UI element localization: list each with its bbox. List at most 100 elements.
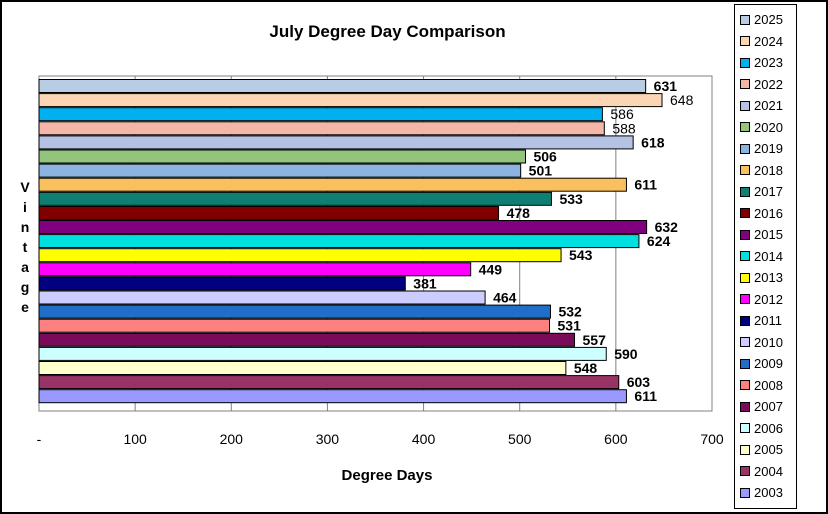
y-axis-label-char: V [20, 179, 30, 195]
legend-swatch [740, 380, 750, 390]
bar-2013 [38, 248, 562, 263]
legend-item-2022: 2022 [740, 74, 783, 95]
data-label-2022: 588 [612, 120, 636, 136]
legend-item-2011: 2011 [740, 310, 782, 331]
data-label-2016: 478 [507, 205, 531, 221]
legend-swatch [740, 423, 750, 433]
data-label-2012: 449 [479, 261, 503, 277]
legend-swatch [740, 466, 750, 476]
legend-label: 2004 [754, 463, 783, 479]
y-axis-label-char: e [21, 299, 29, 315]
data-label-2019: 501 [529, 163, 553, 179]
data-label-2003: 611 [634, 388, 657, 404]
x-tick-label: 300 [316, 431, 340, 447]
legend-label: 2011 [754, 313, 782, 328]
legend-item-2019: 2019 [740, 138, 783, 159]
bar-2007 [38, 332, 576, 347]
legend-item-2016: 2016 [740, 203, 783, 224]
data-label-2004: 603 [627, 374, 651, 390]
legend-label: 2022 [754, 76, 783, 92]
bar-2014 [38, 234, 640, 249]
legend-item-2017: 2017 [740, 181, 783, 202]
legend-item-2024: 2024 [740, 31, 783, 52]
bar-2015 [38, 220, 648, 234]
legend-item-2012: 2012 [740, 289, 783, 310]
legend-label: 2020 [754, 119, 783, 135]
data-label-2013: 543 [569, 247, 593, 263]
data-label-2024: 648 [670, 92, 694, 108]
bars [38, 79, 663, 404]
data-label-2005: 548 [574, 360, 598, 376]
legend-item-2006: 2006 [740, 418, 783, 439]
x-tick-label: 700 [700, 431, 724, 447]
y-axis-label-char: i [23, 199, 27, 215]
legend-item-2007: 2007 [740, 396, 783, 417]
y-axis-label-char: t [23, 239, 28, 255]
legend-swatch [740, 487, 750, 498]
data-label-2023: 586 [610, 106, 634, 122]
bar-2022 [38, 121, 605, 136]
data-label-2009: 532 [558, 304, 582, 320]
legend-swatch [740, 229, 750, 240]
legend-swatch [740, 358, 750, 369]
x-tick-label: 600 [604, 431, 628, 447]
x-tick-label: 100 [123, 431, 147, 447]
legend-item-2021: 2021 [740, 95, 783, 116]
legend-label: 2016 [754, 205, 783, 221]
x-tick-label: 200 [220, 431, 244, 447]
legend-item-2009: 2009 [740, 353, 783, 374]
legend-item-2010: 2010 [740, 332, 783, 353]
bar-2011 [38, 276, 406, 291]
legend-swatch [740, 14, 750, 25]
legend-swatch [740, 294, 750, 304]
legend-swatch [740, 36, 750, 46]
data-label-2021: 618 [641, 134, 665, 150]
bar-2020 [38, 149, 526, 164]
bar-2009 [38, 304, 551, 319]
bar-2019 [38, 163, 522, 178]
bar-2008 [38, 318, 551, 333]
legend-label: 2018 [754, 162, 783, 178]
data-label-2025: 631 [654, 78, 678, 94]
legend-item-2013: 2013 [740, 267, 783, 288]
legend-label: 2005 [754, 442, 783, 457]
chart-title: July Degree Day Comparison [269, 22, 506, 41]
legend-swatch [740, 186, 750, 197]
x-tick-label: - [37, 431, 42, 447]
legend-item-2018: 2018 [740, 160, 783, 181]
legend-item-2025: 2025 [740, 9, 783, 30]
legend-label: 2012 [754, 291, 783, 307]
legend-label: 2007 [754, 399, 783, 414]
bar-2003 [38, 389, 627, 404]
data-label-2018: 611 [634, 177, 657, 193]
legend-label: 2019 [754, 141, 783, 156]
data-label-2010: 464 [493, 290, 517, 306]
legend-label: 2024 [754, 33, 783, 49]
legend-label: 2017 [754, 184, 783, 199]
data-label-2007: 557 [583, 332, 607, 348]
bar-2024 [38, 93, 663, 108]
data-label-2014: 624 [647, 233, 671, 249]
legend-swatch [740, 165, 750, 175]
legend-swatch [740, 272, 750, 283]
legend-swatch [740, 143, 750, 154]
legend-item-2023: 2023 [740, 52, 783, 73]
bar-2010 [38, 290, 486, 305]
y-axis-label-char: a [21, 259, 29, 275]
legend-label: 2006 [754, 420, 783, 436]
legend-item-2020: 2020 [740, 117, 783, 138]
legend-swatch [740, 122, 750, 132]
bar-2018 [38, 177, 627, 192]
y-axis-label-char: n [21, 219, 30, 235]
legend-label: 2010 [754, 334, 783, 350]
legend-item-2014: 2014 [740, 246, 783, 267]
legend-label: 2015 [754, 227, 783, 242]
bar-2017 [38, 191, 552, 206]
legend-swatch [740, 315, 750, 326]
legend: 2025 2024 2023 2022 2021 2020 2019 2018 2017 2016… [734, 4, 797, 509]
legend-label: 2013 [754, 270, 783, 285]
x-tick-label: 500 [508, 431, 532, 447]
